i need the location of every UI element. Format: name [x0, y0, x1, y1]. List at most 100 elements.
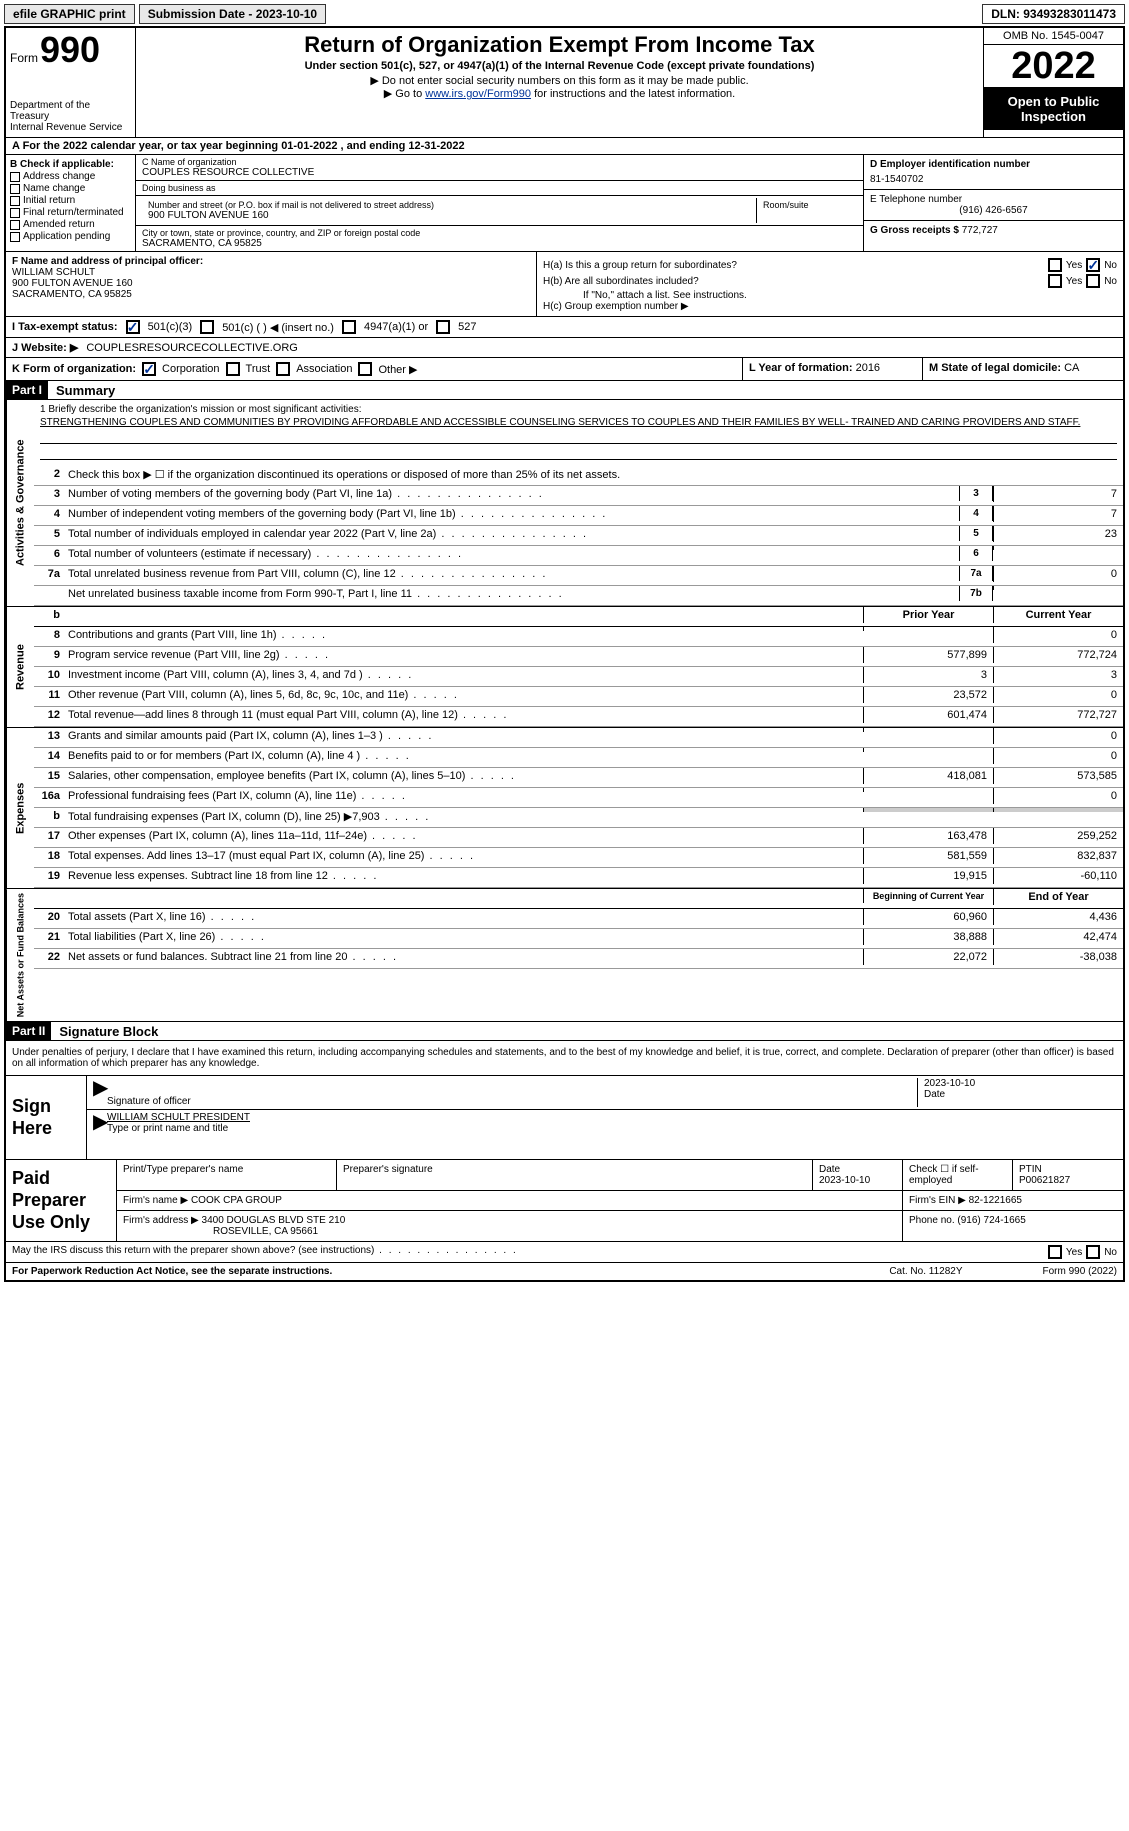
officer-type-label: Type or print name and title	[107, 1123, 1117, 1134]
addr-label: Number and street (or P.O. box if mail i…	[148, 200, 750, 210]
table-row: 10Investment income (Part VIII, column (…	[34, 667, 1123, 687]
line-box: 5	[959, 526, 993, 541]
amended-checkbox[interactable]	[10, 220, 20, 230]
current-value: 4,436	[993, 909, 1123, 925]
4947-checkbox[interactable]	[342, 320, 356, 334]
net-assets-vert-label: Net Assets or Fund Balances	[6, 889, 34, 1021]
corp-label: Corporation	[162, 363, 219, 375]
line-number: 11	[34, 687, 64, 703]
app-pending-label: Application pending	[23, 231, 110, 242]
current-value: 42,474	[993, 929, 1123, 945]
current-value: 832,837	[993, 848, 1123, 864]
cat-no: Cat. No. 11282Y	[889, 1266, 962, 1277]
paperwork-notice: For Paperwork Reduction Act Notice, see …	[12, 1266, 332, 1277]
ptin-value: P00621827	[1019, 1175, 1117, 1186]
501c3-checkbox[interactable]	[126, 320, 140, 334]
line-value	[993, 586, 1123, 590]
header-row: Form 990 Department of the Treasury Inte…	[6, 28, 1123, 138]
irs-yes-checkbox[interactable]	[1048, 1245, 1062, 1259]
prior-value	[863, 788, 993, 792]
current-value: 772,724	[993, 647, 1123, 663]
officer-label: F Name and address of principal officer:	[12, 256, 530, 267]
room-label: Room/suite	[763, 200, 851, 210]
table-row: bTotal fundraising expenses (Part IX, co…	[34, 808, 1123, 828]
initial-return-checkbox[interactable]	[10, 196, 20, 206]
line-text: Net assets or fund balances. Subtract li…	[64, 949, 863, 965]
part-i-label: Part I	[6, 381, 48, 399]
city-value: SACRAMENTO, CA 95825	[142, 238, 857, 249]
officer-name-title: WILLIAM SCHULT PRESIDENT	[107, 1112, 1117, 1123]
activities-section: Activities & Governance 1 Briefly descri…	[6, 400, 1123, 607]
501c-label: 501(c) ( ) ◀ (insert no.)	[222, 321, 334, 334]
addr-value: 900 FULTON AVENUE 160	[148, 210, 750, 221]
efile-button[interactable]: efile GRAPHIC print	[4, 4, 135, 24]
end-year-header: End of Year	[993, 889, 1123, 905]
line-text: Total unrelated business revenue from Pa…	[64, 566, 959, 582]
officer-name: WILLIAM SCHULT	[12, 267, 530, 278]
link-prefix: ▶ Go to	[384, 88, 425, 100]
no-label: No	[1104, 276, 1117, 287]
shaded-cell	[863, 808, 993, 812]
app-pending-checkbox[interactable]	[10, 232, 20, 242]
mission-block: 1 Briefly describe the organization's mi…	[34, 400, 1123, 466]
public-inspection: Open to Public Inspection	[984, 88, 1123, 130]
prior-value: 601,474	[863, 707, 993, 723]
final-return-label: Final return/terminated	[23, 207, 124, 218]
header-left: Form 990 Department of the Treasury Inte…	[6, 28, 136, 137]
prep-name-label: Print/Type preparer's name	[123, 1164, 330, 1175]
irs-link[interactable]: www.irs.gov/Form990	[425, 88, 531, 100]
line-text: Net unrelated business taxable income fr…	[64, 586, 959, 602]
hb-note: If "No," attach a list. See instructions…	[543, 290, 1117, 301]
spacer	[34, 889, 64, 893]
527-checkbox[interactable]	[436, 320, 450, 334]
current-value: 0	[993, 687, 1123, 703]
part-ii-label: Part II	[6, 1022, 51, 1040]
current-value: 0	[993, 748, 1123, 764]
prior-value: 19,915	[863, 868, 993, 884]
dln-label: DLN: 93493283011473	[982, 4, 1125, 24]
trust-checkbox[interactable]	[226, 362, 240, 376]
prior-value: 23,572	[863, 687, 993, 703]
declaration: Under penalties of perjury, I declare th…	[6, 1041, 1123, 1076]
begin-year-header: Beginning of Current Year	[863, 889, 993, 903]
table-row: 3Number of voting members of the governi…	[34, 486, 1123, 506]
line-box: 6	[959, 546, 993, 561]
hb-yes-checkbox[interactable]	[1048, 274, 1062, 288]
assoc-checkbox[interactable]	[276, 362, 290, 376]
line-number: 8	[34, 627, 64, 643]
current-value: 772,727	[993, 707, 1123, 723]
table-row: 11Other revenue (Part VIII, column (A), …	[34, 687, 1123, 707]
submission-button[interactable]: Submission Date - 2023-10-10	[139, 4, 326, 24]
info-grid: B Check if applicable: Address change Na…	[6, 155, 1123, 252]
topbar: efile GRAPHIC print Submission Date - 20…	[4, 4, 1125, 24]
final-return-checkbox[interactable]	[10, 208, 20, 218]
501c-checkbox[interactable]	[200, 320, 214, 334]
line-box: 3	[959, 486, 993, 501]
corp-checkbox[interactable]	[142, 362, 156, 376]
ha-yes-checkbox[interactable]	[1048, 258, 1062, 272]
name-change-checkbox[interactable]	[10, 184, 20, 194]
assoc-label: Association	[296, 363, 352, 375]
irs-no-checkbox[interactable]	[1086, 1245, 1100, 1259]
ha-no-checkbox[interactable]	[1086, 258, 1100, 272]
arrow-icon: ▶	[93, 1078, 107, 1107]
line-number: 22	[34, 949, 64, 965]
line-number: 7a	[34, 566, 64, 582]
prep-date-label: Date	[819, 1164, 896, 1175]
form-footer: Form 990 (2022)	[1043, 1266, 1117, 1277]
ptin-label: PTIN	[1019, 1164, 1117, 1175]
ein-label: D Employer identification number	[870, 159, 1117, 170]
line-number: 4	[34, 506, 64, 522]
officer-sig-label: Signature of officer	[107, 1096, 917, 1107]
prior-value: 581,559	[863, 848, 993, 864]
trust-label: Trust	[246, 363, 271, 375]
part-i-header: Part I Summary	[6, 381, 1123, 400]
other-checkbox[interactable]	[358, 362, 372, 376]
hb-no-checkbox[interactable]	[1086, 274, 1100, 288]
table-row: 22Net assets or fund balances. Subtract …	[34, 949, 1123, 969]
line-number: 2	[34, 466, 64, 482]
addr-change-checkbox[interactable]	[10, 172, 20, 182]
line-number: 15	[34, 768, 64, 784]
line-number: 6	[34, 546, 64, 562]
table-row: 5Total number of individuals employed in…	[34, 526, 1123, 546]
